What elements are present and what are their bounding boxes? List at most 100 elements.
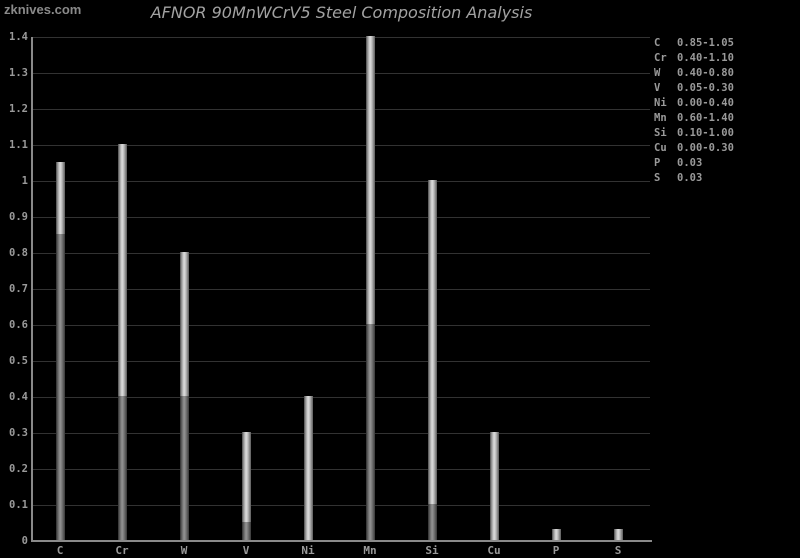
legend-element-symbol: Cr	[654, 52, 667, 64]
x-tick-label-Cu: Cu	[487, 544, 501, 557]
bar-S	[613, 529, 623, 540]
gridline	[33, 433, 650, 434]
bar-base-segment	[241, 522, 251, 540]
bar-Si	[427, 180, 437, 540]
y-tick-label: 1.2	[9, 103, 28, 115]
x-tick-label-Cr: Cr	[115, 544, 129, 557]
bar-range-segment	[55, 162, 65, 234]
y-tick-label: 0.2	[9, 463, 28, 475]
bar-W	[179, 252, 189, 540]
x-tick-label-Ni: Ni	[301, 544, 315, 557]
gridline	[33, 253, 650, 254]
y-tick-label: 0.3	[9, 427, 28, 439]
y-axis-line	[31, 37, 33, 542]
bar-C	[55, 162, 65, 540]
legend-element-range: 0.05-0.30	[677, 82, 734, 94]
bar-range-segment	[179, 252, 189, 396]
y-tick-label: 0.1	[9, 499, 28, 511]
y-tick-label: 0.7	[9, 283, 28, 295]
gridline	[33, 109, 650, 110]
gridline	[33, 469, 650, 470]
x-tick-label-Mn: Mn	[363, 544, 377, 557]
legend-element-range: 0.40-1.10	[677, 52, 734, 64]
gridline	[33, 181, 650, 182]
legend-row-V: V 0.05-0.30	[654, 81, 734, 96]
bar-base-segment	[117, 396, 127, 540]
y-tick-label: 0	[21, 535, 28, 547]
x-tick-label-V: V	[242, 544, 250, 557]
gridline	[33, 37, 650, 38]
gridline	[33, 325, 650, 326]
legend-row-W: W 0.40-0.80	[654, 66, 734, 81]
legend-element-symbol: Cu	[654, 142, 667, 154]
gridline	[33, 361, 650, 362]
y-tick-label: 0.8	[9, 247, 28, 259]
legend-element-symbol: P	[654, 157, 661, 169]
composition-legend: C 0.85-1.05 Cr 0.40-1.10 W 0.40-0.80 V 0.05-0.3…	[654, 36, 734, 186]
x-tick-label-Si: Si	[425, 544, 439, 557]
legend-row-Si: Si 0.10-1.00	[654, 126, 734, 141]
x-tick-label-C: C	[56, 544, 64, 557]
legend-element-range: 0.40-0.80	[677, 67, 734, 79]
bar-Mn	[365, 36, 375, 540]
bar-base-segment	[179, 396, 189, 540]
legend-element-symbol: Si	[654, 127, 667, 139]
legend-element-symbol: Mn	[654, 112, 667, 124]
bar-V	[241, 432, 251, 540]
legend-element-range: 0.03	[677, 157, 703, 169]
y-tick-label: 1.1	[9, 139, 28, 151]
legend-element-symbol: C	[654, 37, 661, 49]
bar-range-segment	[489, 432, 499, 540]
y-tick-label: 0.6	[9, 319, 28, 331]
gridline	[33, 505, 650, 506]
legend-row-Cu: Cu 0.00-0.30	[654, 141, 734, 156]
legend-row-Cr: Cr 0.40-1.10	[654, 51, 734, 66]
legend-element-range: 0.03	[677, 172, 703, 184]
bar-range-segment	[613, 529, 623, 540]
bar-base-segment	[55, 234, 65, 540]
x-axis-line	[31, 540, 652, 542]
bar-P	[551, 529, 561, 540]
bar-Cu	[489, 432, 499, 540]
x-tick-label-S: S	[614, 544, 622, 557]
y-tick-label: 0.5	[9, 355, 28, 367]
chart-title: AFNOR 90MnWCrV5 Steel Composition Analys…	[150, 3, 533, 22]
legend-row-C: C 0.85-1.05	[654, 36, 734, 51]
legend-row-Mn: Mn 0.60-1.40	[654, 111, 734, 126]
y-tick-label: 0.4	[9, 391, 28, 403]
legend-element-range: 0.60-1.40	[677, 112, 734, 124]
legend-row-S: S 0.03	[654, 171, 734, 186]
bar-range-segment	[365, 36, 375, 324]
bar-Cr	[117, 144, 127, 540]
bar-base-segment	[365, 324, 375, 540]
bar-range-segment	[241, 432, 251, 522]
legend-element-range: 0.00-0.40	[677, 97, 734, 109]
gridline	[33, 289, 650, 290]
legend-element-range: 0.85-1.05	[677, 37, 734, 49]
y-tick-label: 0.9	[9, 211, 28, 223]
bar-range-segment	[303, 396, 313, 540]
gridline	[33, 145, 650, 146]
legend-element-symbol: S	[654, 172, 661, 184]
x-tick-label-W: W	[180, 544, 188, 557]
legend-row-P: P 0.03	[654, 156, 734, 171]
legend-element-symbol: V	[654, 82, 661, 94]
bar-range-segment	[117, 144, 127, 396]
legend-element-range: 0.10-1.00	[677, 127, 734, 139]
bar-base-segment	[427, 504, 437, 540]
legend-element-symbol: W	[654, 67, 661, 79]
legend-element-range: 0.00-0.30	[677, 142, 734, 154]
gridline	[33, 397, 650, 398]
y-tick-label: 1.4	[9, 31, 28, 43]
bar-Ni	[303, 396, 313, 540]
gridline	[33, 73, 650, 74]
y-tick-label: 1	[21, 175, 28, 187]
bar-range-segment	[551, 529, 561, 540]
legend-row-Ni: Ni 0.00-0.40	[654, 96, 734, 111]
site-watermark: zknives.com	[4, 2, 82, 17]
plot-area	[33, 36, 650, 541]
gridline	[33, 217, 650, 218]
y-tick-label: 1.3	[9, 67, 28, 79]
bar-range-segment	[427, 180, 437, 504]
